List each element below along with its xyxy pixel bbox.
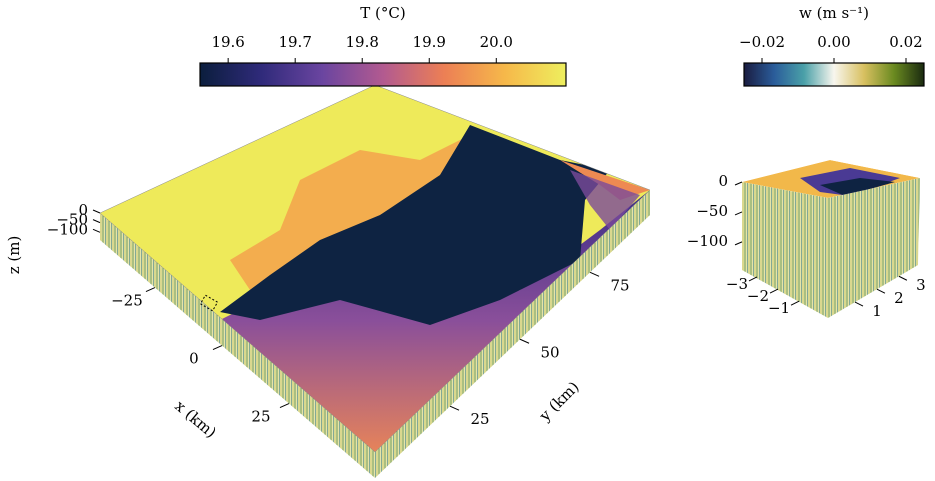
axis-label: y (km) (535, 378, 583, 426)
tick-mark (790, 300, 800, 306)
tick-label: −50 (56, 211, 88, 229)
tick-mark (769, 288, 779, 294)
tick-label: −0.02 (739, 33, 785, 51)
tick-label: 50 (541, 343, 560, 361)
tick-label: 25 (251, 408, 270, 426)
tick-mark (876, 288, 886, 294)
tick-mark (854, 301, 864, 307)
box-outline (99, 84, 651, 453)
temperature-field (100, 85, 650, 452)
axis-label: x (km) (171, 397, 220, 442)
inset-field (742, 160, 920, 198)
tick-label: 3 (916, 276, 926, 294)
tick-mark (92, 209, 101, 214)
box-side (375, 190, 650, 478)
tick-mark (92, 228, 101, 233)
tick-mark (449, 405, 460, 411)
tick-label: 0.00 (817, 33, 850, 51)
box-side (100, 213, 375, 478)
tick-label: −25 (111, 292, 143, 310)
axis-label: z (m) (5, 236, 23, 275)
tick-label: −100 (687, 232, 728, 250)
tick-mark (734, 241, 743, 246)
tick-mark (279, 403, 290, 408)
tick-label: −50 (696, 202, 728, 220)
tick-label: 0 (189, 350, 199, 368)
tick-label: 19.8 (346, 33, 379, 51)
tick-label: −100 (47, 220, 88, 238)
colorbar-label: T (°C) (360, 4, 405, 22)
tick-mark (898, 275, 908, 281)
colorbar (199, 62, 567, 87)
tick-label: −2 (747, 287, 769, 305)
colorbar (743, 62, 925, 87)
tick-label: 1 (872, 302, 882, 320)
cube-side (828, 178, 920, 318)
tick-label: 2 (894, 289, 904, 307)
tick-mark (589, 271, 600, 277)
tick-mark (748, 276, 758, 282)
tick-label: 75 (611, 276, 630, 294)
tick-label: 0.02 (889, 33, 922, 51)
tick-label: 20.0 (480, 33, 513, 51)
tick-label: 0 (78, 201, 88, 219)
tick-label: 19.6 (211, 33, 244, 51)
tick-label: −3 (726, 275, 748, 293)
tick-mark (734, 181, 743, 186)
tick-mark (519, 338, 530, 344)
tick-mark (734, 211, 743, 216)
tick-label: 19.7 (278, 33, 311, 51)
colorbar-label: w (m s⁻¹) (799, 4, 869, 22)
cube-side (742, 182, 828, 318)
tick-mark (212, 345, 223, 351)
tick-label: 0 (718, 172, 728, 190)
tick-mark (145, 287, 156, 293)
tick-label: 25 (471, 410, 490, 428)
tick-label: 19.9 (413, 33, 446, 51)
tick-mark (92, 219, 101, 224)
tick-label: −1 (768, 299, 790, 317)
